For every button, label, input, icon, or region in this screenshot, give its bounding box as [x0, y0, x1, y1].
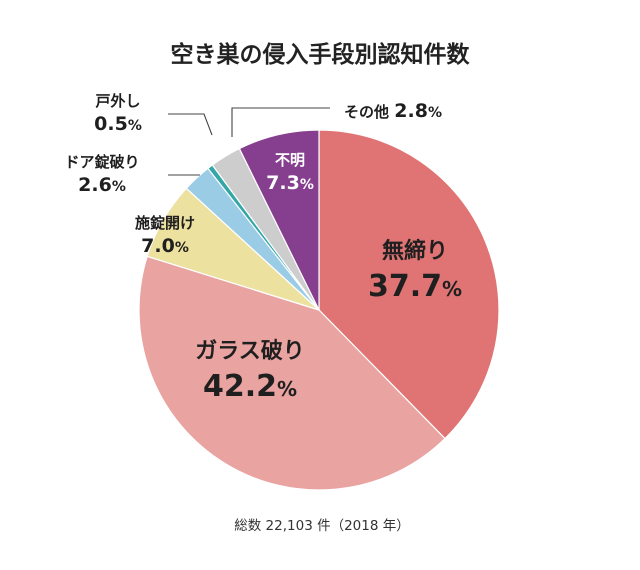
- pie-slices: [138, 129, 500, 491]
- slice-value-戸外し: 0.5%: [94, 113, 142, 135]
- slice-name-施錠開け: 施錠開け: [135, 214, 195, 232]
- chart-footnote: 総数 22,103 件（2018 年）: [234, 518, 409, 534]
- slice-value-ドア錠破り: 2.6%: [78, 174, 126, 196]
- slice-value-ガラス破り: 42.2%: [203, 369, 297, 404]
- pie-slice-不明: [238, 129, 320, 311]
- slice-labels: 無締り 37.7% ガラス破り 42.2% 施錠開け 7.0% ドア錠破り 2.6% 戸外し 0.…: [64, 92, 462, 404]
- slice-name-不明: 不明: [275, 151, 305, 169]
- slice-value-施錠開け: 7.0%: [141, 235, 189, 257]
- slice-label-その他: その他 2.8%: [344, 100, 442, 122]
- chart-title: 空き巣の侵入手段別認知件数: [171, 41, 471, 68]
- slice-value-無締り: 37.7%: [368, 269, 462, 304]
- slice-name-ガラス破り: ガラス破り: [195, 338, 305, 364]
- pie-slice-ガラス破り: [138, 255, 446, 491]
- slice-name-ドア錠破り: ドア錠破り: [64, 153, 139, 171]
- slice-value-不明: 7.3%: [266, 172, 314, 194]
- slice-name-無締り: 無締り: [382, 238, 448, 264]
- leader-line-その他: [231, 107, 330, 137]
- leader-lines: [168, 107, 330, 176]
- slice-name-戸外し: 戸外し: [95, 92, 140, 110]
- pie-slice-無締り: [318, 129, 500, 440]
- leader-line-戸外し: [168, 113, 213, 136]
